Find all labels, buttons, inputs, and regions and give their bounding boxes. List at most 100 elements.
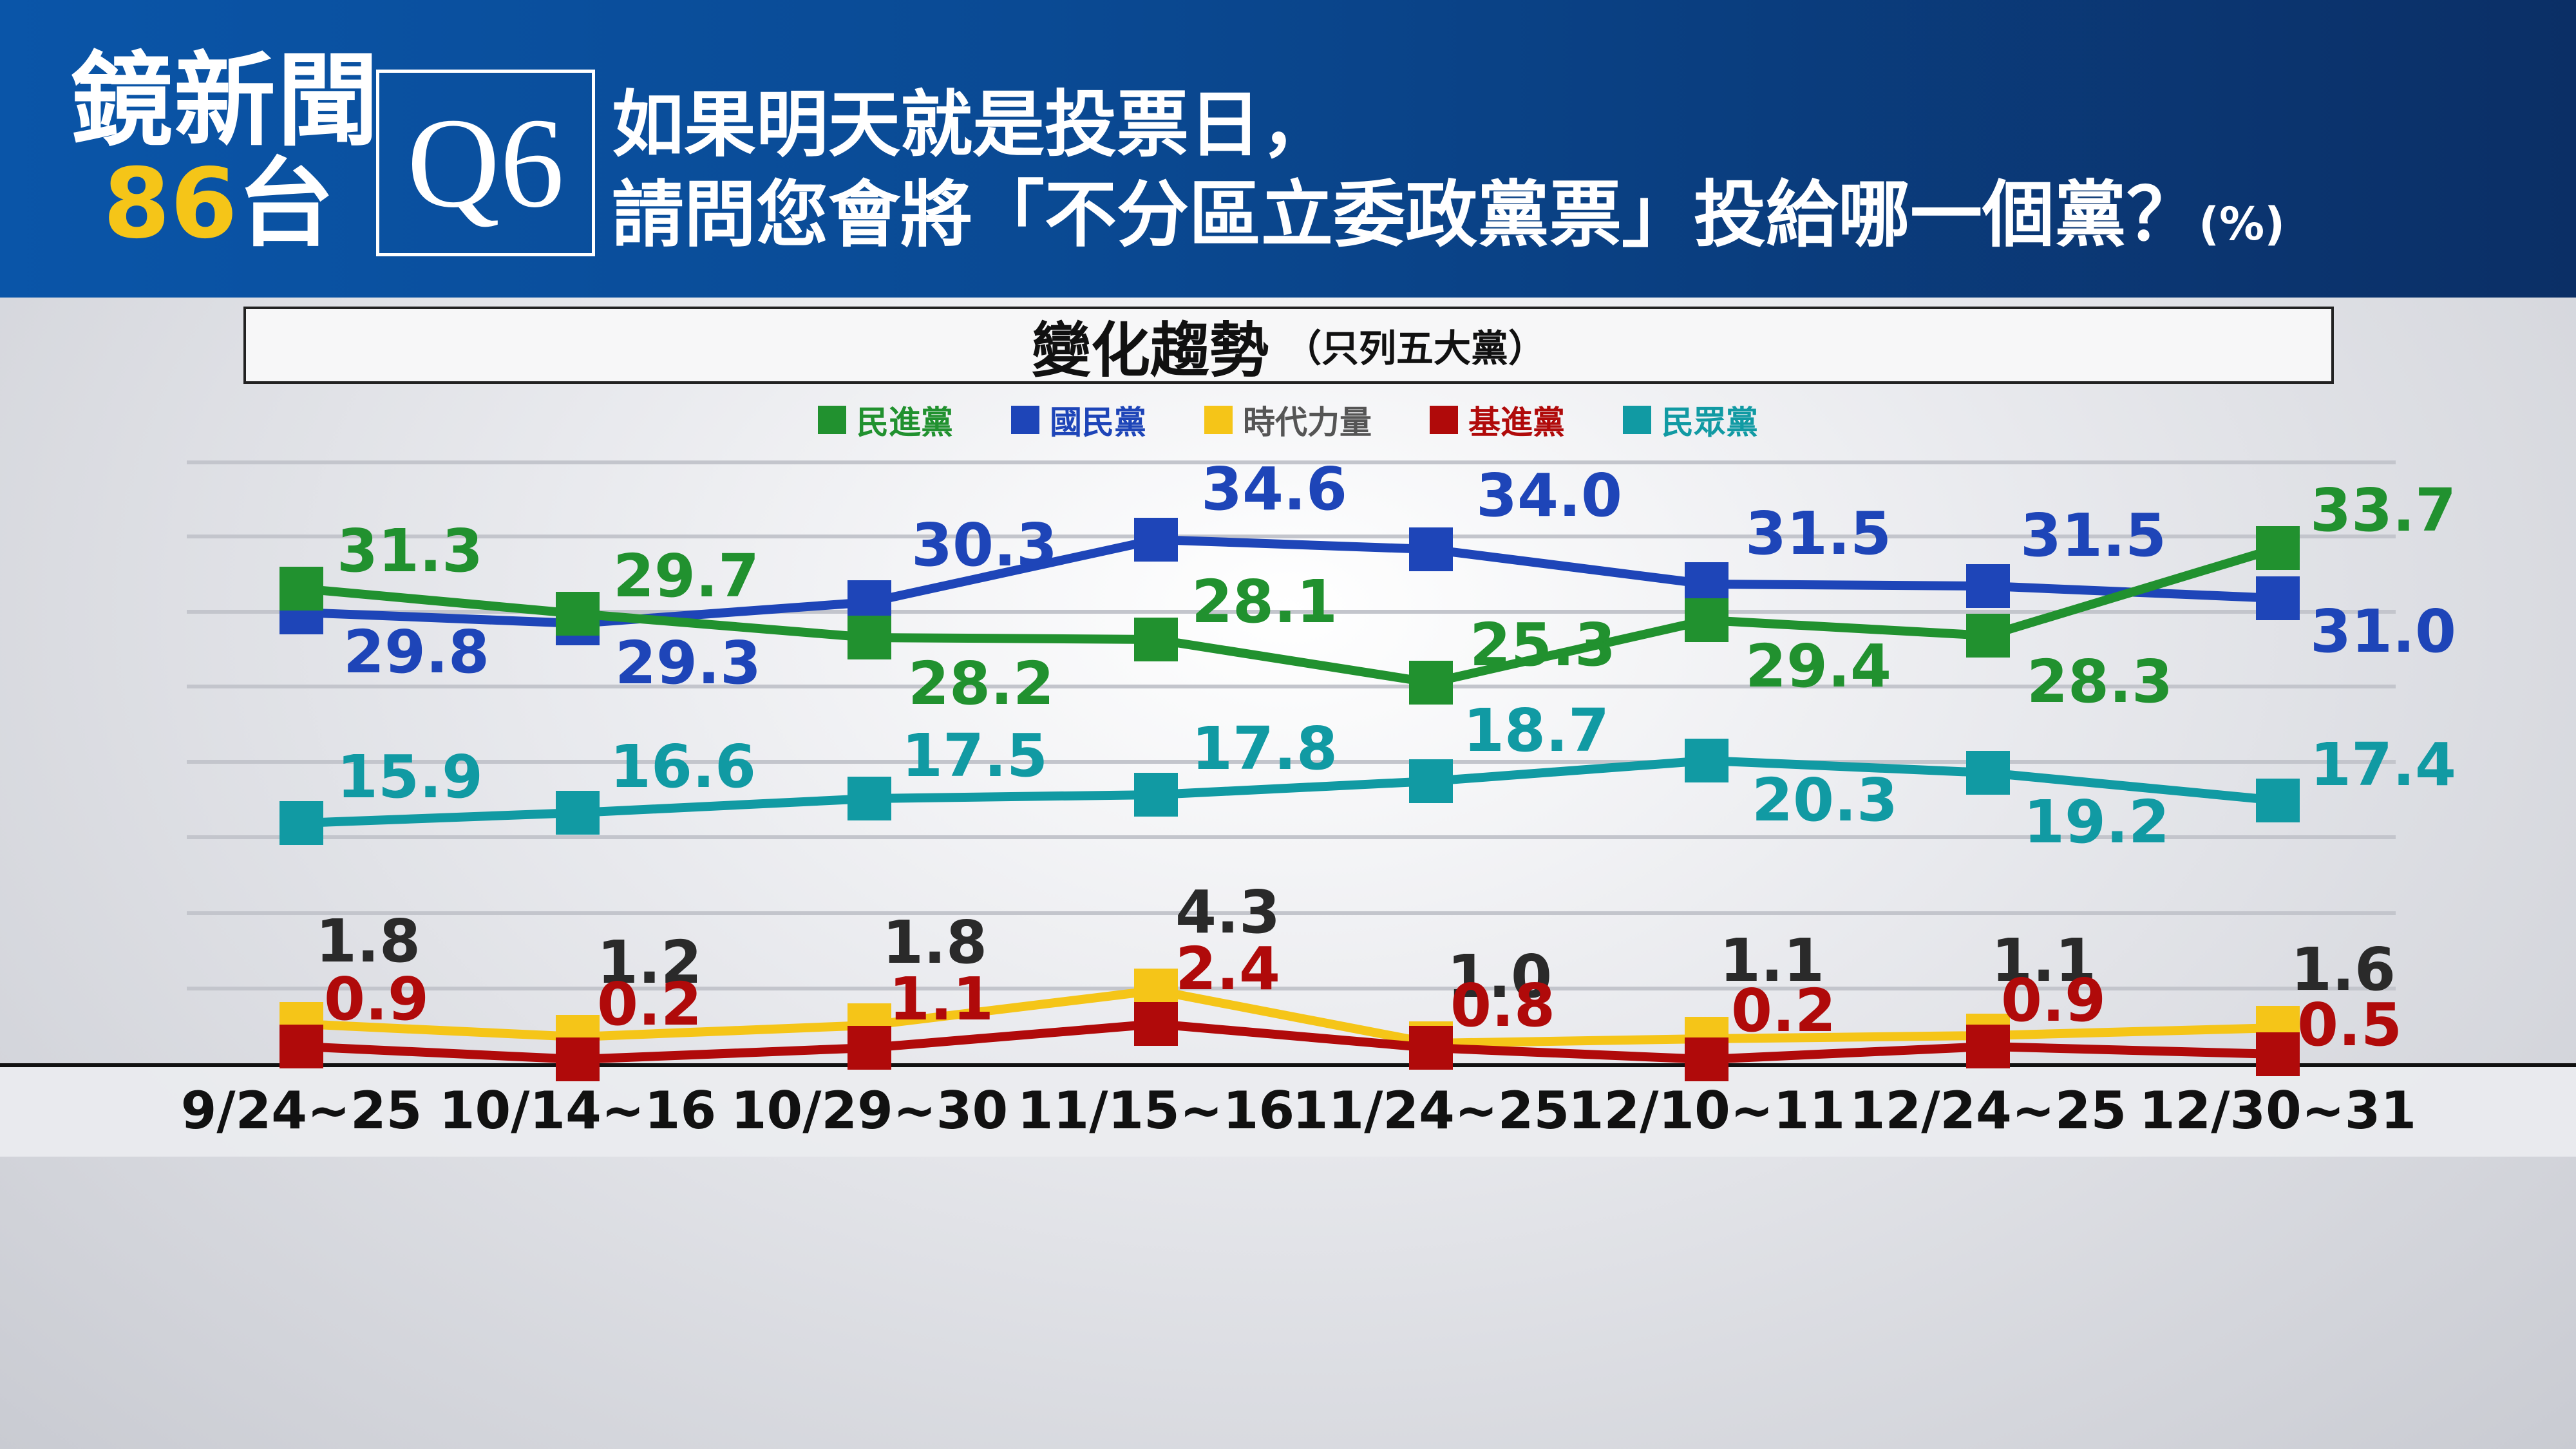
legend-label-dpp: 民進黨 xyxy=(857,404,953,441)
channel-tai: 台 xyxy=(237,148,334,260)
series-line-dpp xyxy=(301,544,2280,687)
series-line-tsp xyxy=(301,1019,2278,1064)
series-line-npp xyxy=(301,986,2278,1048)
data-label-npp-5: 1.1 xyxy=(1719,926,1824,995)
x-tick-label-5: 12/10~11 xyxy=(1568,1081,1845,1141)
data-label-npp-4: 1.0 xyxy=(1447,942,1552,1011)
series-marker-tpp-4 xyxy=(1409,759,1453,803)
legend-item-tpp: 民眾黨 xyxy=(1623,397,1758,443)
x-tick-label-3: 11/15~16 xyxy=(1018,1081,1294,1141)
series-marker-tsp-6 xyxy=(1966,1025,2010,1068)
data-label-kmt-1: 29.3 xyxy=(615,629,761,697)
x-tick-label-0: 9/24~25 xyxy=(181,1081,422,1141)
data-label-tpp-6: 19.2 xyxy=(2023,788,2170,857)
data-label-kmt-7: 31.0 xyxy=(2310,597,2456,666)
data-label-tpp-1: 16.6 xyxy=(610,732,756,801)
series-marker-tsp-4 xyxy=(1409,1026,1453,1070)
channel-logo-name: 鏡新聞 xyxy=(71,42,380,160)
data-label-npp-1: 1.2 xyxy=(597,928,702,997)
series-marker-tpp-3 xyxy=(1134,773,1178,817)
series-marker-tpp-2 xyxy=(848,777,891,820)
chart-subtitle: （只列五大黨） xyxy=(1284,327,1546,370)
series-marker-dpp-0 xyxy=(279,567,323,611)
data-label-tpp-7: 17.4 xyxy=(2310,730,2456,799)
data-label-kmt-3: 34.6 xyxy=(1201,455,1347,524)
data-label-dpp-2: 28.2 xyxy=(908,649,1054,718)
legend-swatch-npp xyxy=(1204,406,1233,434)
question-unit: (%) xyxy=(2199,198,2286,251)
data-label-dpp-0: 31.3 xyxy=(337,516,483,585)
legend-item-kmt: 國民黨 xyxy=(1011,397,1146,443)
series-marker-dpp-4 xyxy=(1409,661,1453,705)
data-label-kmt-4: 34.0 xyxy=(1476,461,1622,530)
legend-swatch-kmt xyxy=(1011,406,1039,434)
x-tick-label-4: 11/24~25 xyxy=(1293,1081,1569,1141)
data-label-tsp-5: 0.2 xyxy=(1731,976,1836,1045)
data-label-tsp-1: 0.2 xyxy=(597,970,702,1039)
header-banner: 鏡新聞 86台 Q6 如果明天就是投票日， 請問您會將「不分區立委政黨票」投給哪… xyxy=(0,0,2576,298)
series-marker-tsp-3 xyxy=(1134,1002,1178,1046)
data-label-dpp-3: 28.1 xyxy=(1191,567,1338,636)
series-marker-kmt-7 xyxy=(2256,576,2300,620)
legend-item-dpp: 民進黨 xyxy=(818,397,953,443)
data-label-tpp-2: 17.5 xyxy=(902,721,1048,790)
data-label-tsp-3: 2.4 xyxy=(1175,934,1280,1003)
legend-item-npp: 時代力量 xyxy=(1204,397,1372,443)
legend-swatch-dpp xyxy=(818,406,846,434)
series-marker-tpp-7 xyxy=(2256,779,2300,822)
series-marker-tsp-0 xyxy=(279,1025,323,1068)
question-number-box: Q6 xyxy=(376,70,595,256)
data-label-kmt-2: 30.3 xyxy=(911,511,1057,580)
data-label-dpp-7: 33.7 xyxy=(2310,476,2456,545)
data-label-dpp-5: 29.4 xyxy=(1745,632,1891,701)
data-label-tsp-7: 0.5 xyxy=(2297,990,2402,1059)
data-label-kmt-6: 31.5 xyxy=(2020,501,2166,570)
data-label-tsp-6: 0.9 xyxy=(2001,966,2106,1035)
x-tick-label-2: 10/29~30 xyxy=(731,1081,1008,1141)
series-marker-dpp-7 xyxy=(2256,526,2300,570)
legend-item-tsp: 基進黨 xyxy=(1430,397,1565,443)
channel-logo-number: 86台 xyxy=(103,156,334,252)
data-label-tpp-0: 15.9 xyxy=(337,743,483,811)
data-label-npp-2: 1.8 xyxy=(882,908,987,977)
series-marker-tsp-5 xyxy=(1685,1037,1728,1081)
legend-label-tpp: 民眾黨 xyxy=(1662,404,1758,441)
data-label-npp-3: 4.3 xyxy=(1175,878,1280,947)
series-marker-tsp-2 xyxy=(848,1026,891,1070)
series-marker-tpp-0 xyxy=(279,801,323,845)
series-marker-tpp-5 xyxy=(1685,739,1728,782)
series-marker-kmt-3 xyxy=(1134,518,1178,562)
data-label-kmt-0: 29.8 xyxy=(343,618,489,687)
data-label-kmt-5: 31.5 xyxy=(1745,499,1891,568)
data-label-dpp-1: 29.7 xyxy=(613,542,759,611)
chart-title: 變化趨勢 xyxy=(1031,315,1269,385)
x-axis-band xyxy=(0,1065,2576,1157)
series-marker-tsp-7 xyxy=(2256,1032,2300,1076)
channel-number: 86 xyxy=(103,148,238,260)
data-label-tsp-2: 1.1 xyxy=(889,965,994,1034)
series-marker-tsp-1 xyxy=(556,1037,600,1081)
series-marker-dpp-1 xyxy=(556,592,600,636)
data-label-tpp-4: 18.7 xyxy=(1463,696,1609,765)
legend-label-npp: 時代力量 xyxy=(1243,404,1372,441)
series-marker-dpp-6 xyxy=(1966,614,2010,658)
legend-label-kmt: 國民黨 xyxy=(1050,404,1146,441)
data-label-dpp-6: 28.3 xyxy=(2027,647,2173,716)
series-marker-dpp-3 xyxy=(1134,618,1178,661)
series-marker-dpp-2 xyxy=(848,616,891,659)
data-label-tsp-0: 0.9 xyxy=(324,965,429,1034)
series-marker-kmt-6 xyxy=(1966,564,2010,608)
series-marker-tpp-1 xyxy=(556,791,600,835)
data-label-tpp-5: 20.3 xyxy=(1752,766,1898,835)
legend-swatch-tpp xyxy=(1623,406,1651,434)
x-tick-label-6: 12/24~25 xyxy=(1850,1081,2126,1141)
chart-legend: 民進黨 國民黨 時代力量 基進黨 民眾黨 xyxy=(0,394,2576,446)
legend-label-tsp: 基進黨 xyxy=(1468,404,1565,441)
legend-swatch-tsp xyxy=(1430,406,1458,434)
data-label-npp-6: 1.1 xyxy=(1991,926,2096,995)
series-line-tpp xyxy=(301,756,2278,828)
data-label-tsp-4: 0.8 xyxy=(1450,971,1555,1040)
x-tick-label-1: 10/14~16 xyxy=(439,1081,716,1141)
series-marker-dpp-5 xyxy=(1685,598,1728,642)
